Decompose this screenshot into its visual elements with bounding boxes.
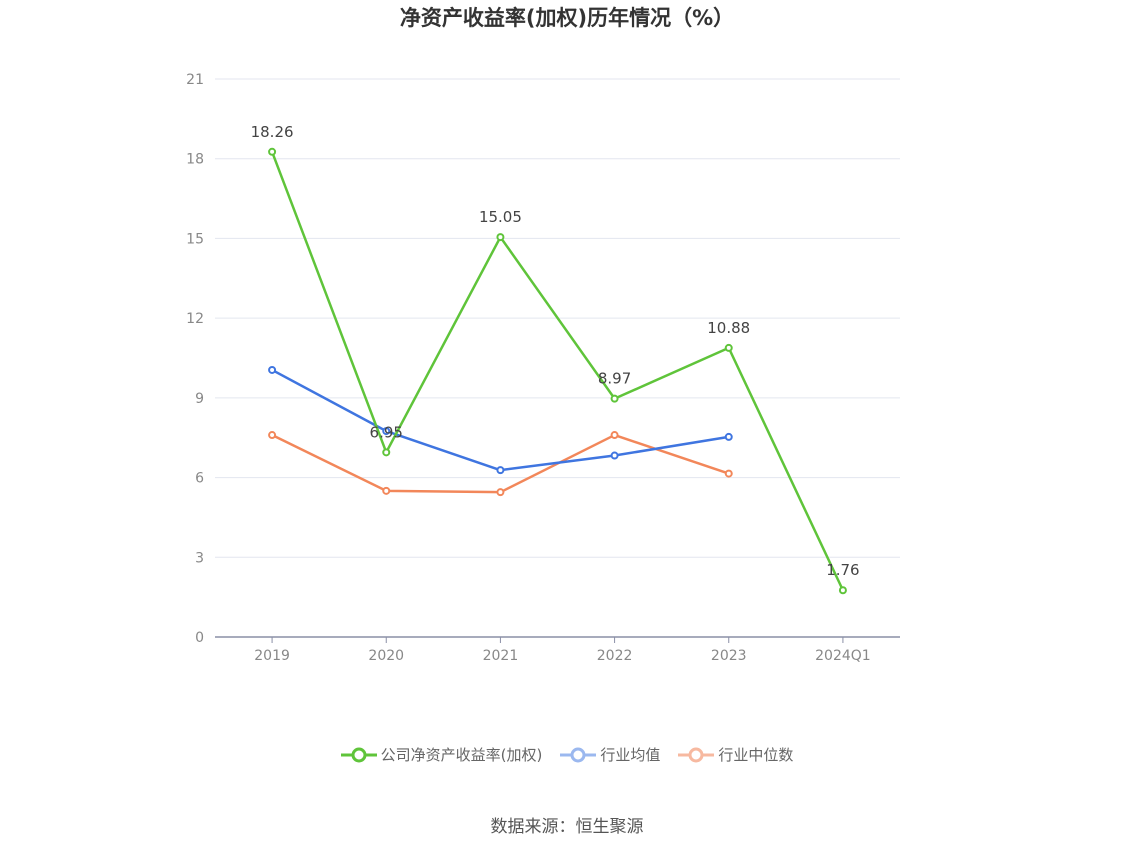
data-label: 6.95: [370, 423, 403, 441]
data-point: [724, 432, 733, 441]
x-tick-label: 2022: [597, 648, 633, 664]
chart-legend: 公司净资产收益率(加权) 行业均值 行业中位数: [0, 744, 1134, 765]
data-label: 18.26: [251, 123, 294, 141]
series-line-1: [271, 368, 729, 472]
y-tick-label: 21: [186, 72, 204, 88]
data-point: [496, 488, 505, 497]
series-line-0: [270, 151, 845, 591]
legend-label-industry-mean: 行业均值: [600, 746, 661, 764]
legend-item-company-roe[interactable]: 公司净资产收益率(加权): [340, 744, 543, 765]
x-tick-label: 2023: [711, 648, 747, 664]
data-point: [610, 451, 619, 460]
x-tick-label: 2021: [483, 648, 519, 664]
data-point: [268, 365, 277, 374]
y-tick-label: 0: [195, 630, 204, 646]
data-point: [496, 466, 505, 475]
legend-item-industry-mean[interactable]: 行业均值: [560, 744, 660, 765]
y-tick-label: 6: [195, 471, 204, 487]
data-point: [382, 486, 391, 495]
data-label: 15.05: [479, 208, 522, 226]
source-note: 数据来源：恒生聚源: [490, 817, 644, 837]
circle-line-icon: [678, 747, 715, 762]
data-point: [724, 343, 733, 352]
y-tick-label: 12: [186, 311, 204, 327]
y-tick-label: 18: [186, 152, 204, 168]
legend-label-industry-median: 行业中位数: [718, 746, 794, 764]
series-line-2: [271, 433, 730, 494]
x-tick-label: 2019: [254, 648, 290, 664]
x-tick-label: 2020: [368, 648, 404, 664]
data-point: [838, 586, 847, 595]
y-tick-label: 9: [195, 391, 204, 407]
data-point: [610, 394, 619, 403]
circle-line-icon: [560, 747, 597, 762]
y-tick-label: 15: [186, 231, 204, 247]
circle-line-icon: [340, 747, 377, 762]
data-point: [610, 431, 619, 440]
data-label: 8.97: [598, 370, 631, 388]
chart-title: 净资产收益率(加权)历年情况（%）: [399, 6, 735, 30]
data-point: [724, 469, 733, 478]
data-label: 10.88: [707, 319, 750, 337]
data-point: [268, 147, 277, 156]
data-point: [382, 427, 391, 436]
data-label: 1.76: [826, 561, 859, 579]
legend-item-industry-median[interactable]: 行业中位数: [678, 744, 793, 765]
data-point: [268, 431, 277, 440]
y-tick-label: 3: [195, 550, 204, 566]
data-point: [496, 233, 505, 242]
legend-label-company-roe: 公司净资产收益率(加权): [380, 746, 543, 764]
x-tick-label: 2024Q1: [815, 648, 871, 664]
data-point: [382, 448, 391, 457]
